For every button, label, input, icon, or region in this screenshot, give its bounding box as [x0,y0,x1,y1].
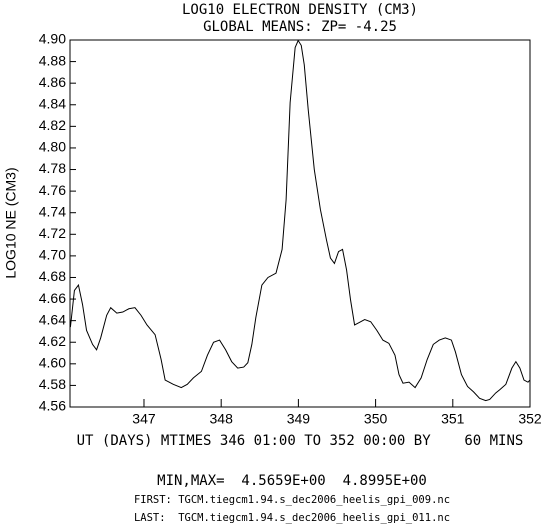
x-axis-label: UT (DAYS) MTIMES 346 01:00 TO 352 00:00 … [77,433,524,449]
plot-frame [69,39,531,408]
y-tick-label: 4.84 [39,95,66,111]
x-tick-label: 349 [287,411,311,427]
x-tick-label: 351 [441,411,465,427]
y-tick-label: 4.88 [39,52,66,68]
chart-subtitle: GLOBAL MEANS: ZP= -4.25 [203,19,397,35]
x-tick-label: 350 [364,411,388,427]
chart-title: LOG10 ELECTRON DENSITY (CM3) [182,2,418,18]
annotation: MIN,MAX= 4.5659E+00 4.8995E+00 [157,473,427,489]
y-tick-label: 4.78 [39,160,66,176]
annotation: FIRST: TGCM.tiegcm1.94.s_dec2006_heelis_… [134,494,450,506]
y-tick-label: 4.56 [39,398,66,414]
y-tick-label: 4.90 [39,31,66,47]
y-tick-label: 4.82 [39,117,66,133]
x-tick-label: 348 [210,411,234,427]
y-tick-label: 4.80 [39,139,66,155]
y-tick-label: 4.72 [39,225,66,241]
y-tick-label: 4.76 [39,182,66,198]
x-tick-label: 347 [132,411,156,427]
y-tick-label: 4.74 [39,203,66,219]
y-axis-label: LOG10 NE (CM3) [3,167,19,278]
y-tick-label: 4.70 [39,247,66,263]
y-tick-label: 4.64 [39,311,66,327]
data-line [69,39,531,402]
x-tick-label: 352 [518,411,542,427]
y-tick-label: 4.60 [39,355,66,371]
y-tick-label: 4.86 [39,74,66,90]
y-tick-label: 4.66 [39,290,66,306]
y-tick-label: 4.62 [39,333,66,349]
y-tick-label: 4.68 [39,268,66,284]
annotation: LAST: TGCM.tiegcm1.94.s_dec2006_heelis_g… [134,512,450,524]
y-tick-label: 4.58 [39,376,66,392]
